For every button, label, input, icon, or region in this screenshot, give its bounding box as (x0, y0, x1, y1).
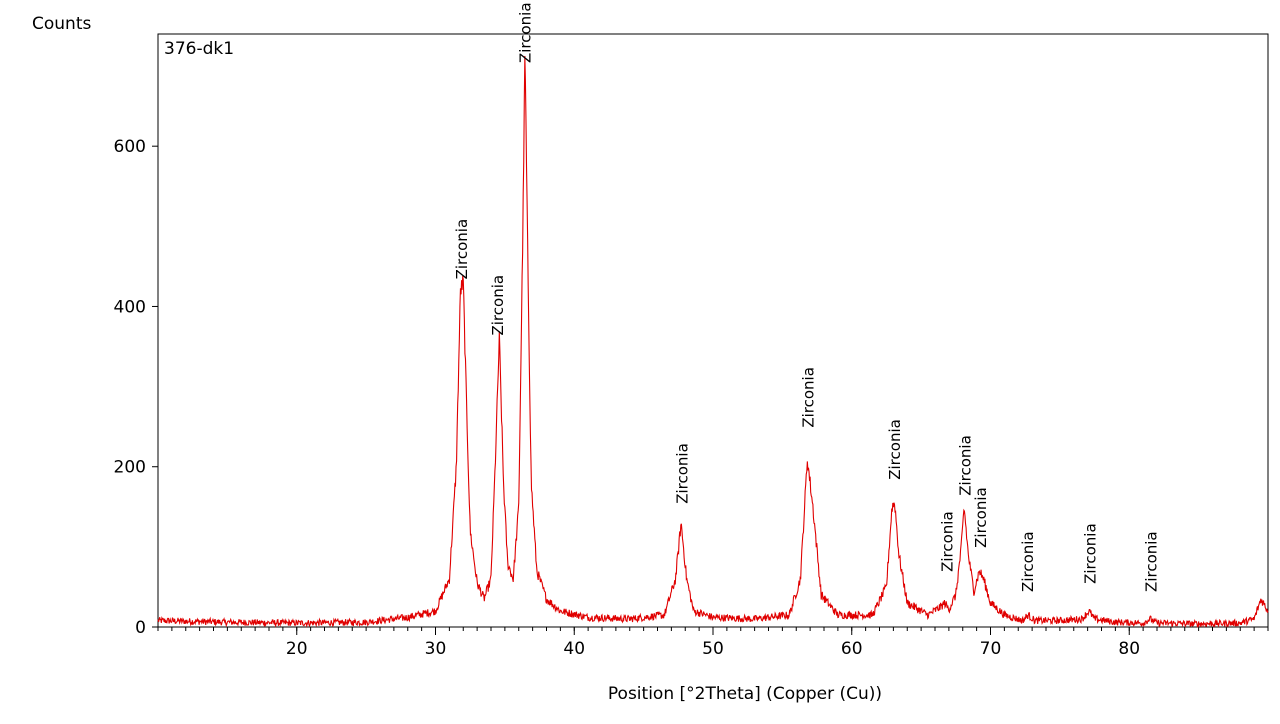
peak-label: Zirconia (517, 2, 535, 63)
peak-label: Zirconia (938, 511, 956, 572)
y-tick-label: 400 (114, 297, 146, 317)
series-line (157, 55, 1269, 628)
peak-label: Zirconia (1081, 523, 1099, 584)
y-axis-label: Counts (32, 14, 91, 34)
series-layer (157, 55, 1269, 628)
x-tick-label: 80 (1118, 639, 1140, 659)
x-axis-ticks: 20 30 40 50 60 70 80 (157, 627, 1269, 659)
x-tick-label: 20 (286, 639, 308, 659)
x-axis-label: Position [°2Theta] (Copper (Cu)) (608, 684, 882, 704)
peak-label-layer: ZirconiaZirconiaZirconiaZirconiaZirconia… (453, 2, 1161, 591)
plot-frame (157, 33, 1269, 628)
x-tick-label: 70 (980, 639, 1002, 659)
y-tick-label: 600 (114, 137, 146, 157)
peak-label: Zirconia (1142, 531, 1160, 592)
x-tick-label: 50 (702, 639, 724, 659)
peak-label: Zirconia (800, 367, 818, 428)
peak-label: Zirconia (886, 419, 904, 480)
peak-label: Zirconia (489, 275, 507, 336)
y-axis-ticks: 0 200 400 600 (114, 137, 158, 638)
peak-label: Zirconia (957, 435, 975, 496)
peak-label: Zirconia (1019, 531, 1037, 592)
x-tick-label: 40 (563, 639, 585, 659)
y-tick-label: 0 (135, 618, 146, 638)
peak-label: Zirconia (453, 219, 471, 280)
sample-label: 376-dk1 (164, 39, 234, 59)
x-tick-label: 30 (425, 639, 447, 659)
y-tick-label: 200 (114, 458, 146, 478)
x-tick-label: 60 (841, 639, 863, 659)
peak-label: Zirconia (673, 443, 691, 504)
peak-label: Zirconia (972, 487, 990, 548)
